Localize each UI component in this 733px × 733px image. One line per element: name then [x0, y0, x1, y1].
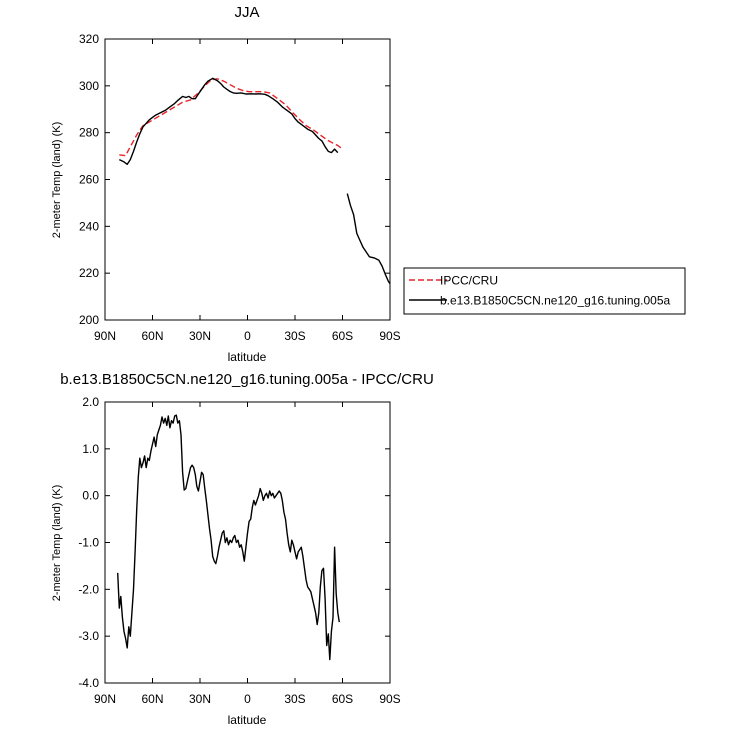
bottom-plot-frame [104, 401, 391, 684]
top-x-tick-label: 0 [244, 329, 251, 343]
bottom-y-tick-label: 0.0 [82, 489, 99, 503]
top-x-ticks: 90N 60N 30N 0 30S 60S 90S [94, 39, 401, 343]
bottom-x-tick-label: 30N [189, 692, 211, 706]
top-x-tick-label: 60S [332, 329, 353, 343]
top-plot-frame [104, 38, 391, 321]
legend-box [403, 267, 686, 315]
bottom-y-tick-label: -2.0 [78, 582, 99, 596]
top-title: JJA [234, 4, 259, 21]
bottom-y-tick-label: -1.0 [78, 536, 99, 550]
bottom-x-tick-label: 30S [284, 692, 305, 706]
bottom-y-tick-label: 2.0 [82, 395, 99, 409]
top-y-tick-label: 280 [79, 126, 99, 140]
top-x-tick-label: 30N [189, 329, 211, 343]
bottom-x-tick-label: 90N [94, 692, 116, 706]
top-y-tick-label: 240 [79, 219, 99, 233]
bottom-y-tick-label: 1.0 [82, 442, 99, 456]
top-y-ticks: 200 220 240 260 280 300 320 [79, 32, 390, 327]
top-panel: JJA 200 220 240 260 280 300 320 90N 60N 30N 0 30S 6… [51, 4, 686, 364]
legend-label-model: b.e13.B1850C5CN.ne120_g16.tuning.005a [440, 294, 671, 308]
bottom-x-axis-label: latitude [228, 713, 267, 727]
top-series-line-0 [119, 78, 342, 157]
bottom-y-ticks: -4.0 -3.0 -2.0 -1.0 0.0 1.0 2.0 [78, 395, 390, 690]
bottom-y-axis-label: 2-meter Temp (land) (K) [51, 485, 63, 602]
bottom-x-ticks: 90N 60N 30N 0 30S 60S 90S [94, 402, 401, 706]
top-x-tick-label: 90S [379, 329, 400, 343]
bottom-series-line-0 [117, 414, 340, 661]
top-x-tick-label: 90N [94, 329, 116, 343]
top-y-axis-label: 2-meter Temp (land) (K) [51, 122, 63, 239]
bottom-x-tick-label: 60N [141, 692, 163, 706]
legend-label-ipcc-cru: IPCC/CRU [440, 274, 498, 288]
bottom-x-tick-label: 90S [379, 692, 400, 706]
bottom-panel: b.e13.B1850C5CN.ne120_g16.tuning.005a - … [51, 371, 434, 727]
bottom-x-tick-label: 0 [244, 692, 251, 706]
bottom-y-tick-label: -3.0 [78, 629, 99, 643]
bottom-x-tick-label: 60S [332, 692, 353, 706]
top-y-tick-label: 200 [79, 313, 99, 327]
bottom-title: b.e13.B1850C5CN.ne120_g16.tuning.005a - … [60, 371, 434, 388]
bottom-y-tick-label: -4.0 [78, 676, 99, 690]
top-series-line-1 [118, 77, 339, 166]
top-y-tick-label: 260 [79, 173, 99, 187]
top-x-tick-label: 30S [284, 329, 305, 343]
top-y-tick-label: 320 [79, 32, 99, 46]
top-series-line-1 [346, 193, 391, 285]
top-y-tick-label: 300 [79, 79, 99, 93]
legend: IPCC/CRU b.e13.B1850C5CN.ne120_g16.tunin… [403, 267, 686, 315]
top-y-tick-label: 220 [79, 266, 99, 280]
top-series-layer [118, 77, 391, 285]
top-x-axis-label: latitude [228, 350, 267, 364]
bottom-series-layer [117, 414, 340, 661]
top-x-tick-label: 60N [141, 329, 163, 343]
